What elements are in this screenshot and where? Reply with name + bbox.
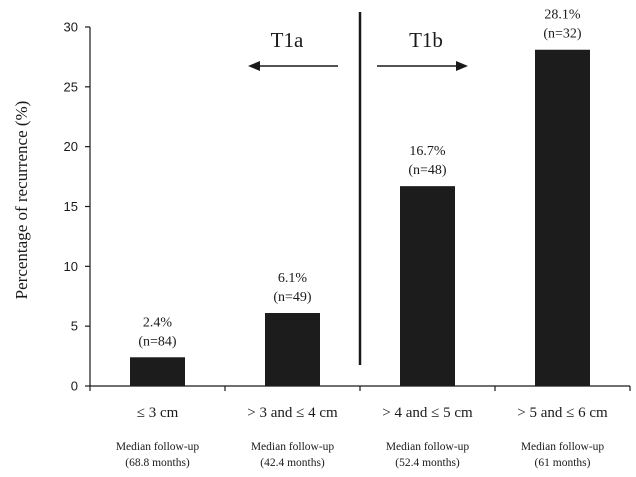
bar <box>130 357 185 386</box>
y-tick-label: 5 <box>71 319 78 334</box>
data-label-percent: 6.1% <box>278 271 308 286</box>
data-label-percent: 2.4% <box>143 315 173 330</box>
data-label-count: (n=32) <box>543 27 582 42</box>
y-tick-label: 15 <box>64 199 78 214</box>
labels: 2.4% (n=84) ≤ 3 cm Median follow-up (68.8 mo… <box>116 8 608 469</box>
y-tick-label: 0 <box>71 379 78 394</box>
bar <box>535 49 590 387</box>
y-tick-label: 20 <box>64 139 78 154</box>
y-tick-label: 10 <box>64 259 78 274</box>
x-category-label: ≤ 3 cm <box>137 405 179 421</box>
x-category-label: > 4 and ≤ 5 cm <box>382 405 473 421</box>
y-axis-label: Percentage of recurrence (%) <box>12 101 31 300</box>
data-label-percent: 16.7% <box>409 144 446 159</box>
region-left-arrow <box>248 61 338 71</box>
data-label-count: (n=84) <box>138 334 177 349</box>
follow-up-label: Median follow-up <box>386 441 470 453</box>
follow-up-label: Median follow-up <box>251 441 335 453</box>
follow-up-months: (52.4 months) <box>395 457 460 469</box>
data-label-percent: 28.1% <box>544 8 581 23</box>
bar <box>400 186 455 386</box>
bar <box>265 313 320 386</box>
y-tick-label: 25 <box>64 79 78 94</box>
y-tick-label: 30 <box>64 20 78 35</box>
x-category-label: > 3 and ≤ 4 cm <box>247 405 338 421</box>
follow-up-months: (61 months) <box>535 457 591 469</box>
data-label-count: (n=48) <box>408 163 447 178</box>
x-category-label: > 5 and ≤ 6 cm <box>517 405 608 421</box>
data-label-count: (n=49) <box>273 290 312 305</box>
follow-up-months: (42.4 months) <box>260 457 325 469</box>
region-label-t1a: T1a <box>271 28 304 52</box>
follow-up-months: (68.8 months) <box>125 457 190 469</box>
bars <box>130 49 590 387</box>
follow-up-label: Median follow-up <box>116 441 200 453</box>
region-right-arrow <box>377 61 468 71</box>
region-label-t1b: T1b <box>409 28 443 52</box>
follow-up-label: Median follow-up <box>521 441 605 453</box>
